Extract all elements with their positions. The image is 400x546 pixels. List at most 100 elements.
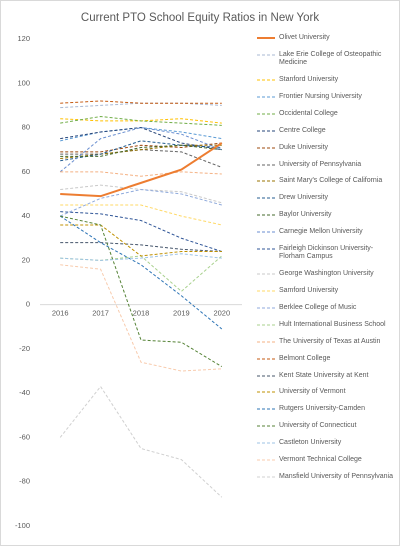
legend-swatch bbox=[257, 79, 275, 81]
legend-label: Baylor University bbox=[279, 211, 332, 219]
legend-entry: Berklee College of Music bbox=[256, 304, 396, 312]
series-line bbox=[60, 211, 222, 252]
legend-entry: The University of Texas at Austin bbox=[256, 338, 396, 346]
series-line bbox=[60, 253, 222, 261]
legend-label: Duke University bbox=[279, 143, 329, 151]
legend-entry: Mansfield University of Pennsylvania bbox=[256, 473, 396, 481]
legend-swatch bbox=[257, 147, 275, 149]
legend-swatch bbox=[257, 180, 275, 182]
legend-label: Berklee College of Music bbox=[279, 303, 357, 311]
legend-label: Fairleigh Dickinson University-Florham C… bbox=[279, 244, 374, 261]
legend-swatch bbox=[257, 341, 275, 343]
legend-entry: Saint Mary's College of California bbox=[256, 177, 396, 185]
legend-label: Carnegie Mellon University bbox=[279, 228, 363, 236]
legend-swatch bbox=[257, 442, 275, 444]
legend-entry: Carnegie Mellon University bbox=[256, 228, 396, 236]
legend-swatch bbox=[257, 290, 275, 292]
legend-label: George Washington University bbox=[279, 270, 374, 278]
legend-label: Drew University bbox=[279, 194, 329, 202]
legend-label: Hult International Business School bbox=[279, 320, 386, 328]
legend-entry: Vermont Technical College bbox=[256, 456, 396, 464]
legend-swatch bbox=[257, 425, 275, 427]
legend-swatch bbox=[257, 476, 275, 478]
legend-swatch bbox=[257, 96, 275, 98]
legend-entry: Fairleigh Dickinson University-Florham C… bbox=[256, 245, 396, 262]
legend-swatch bbox=[257, 130, 275, 132]
series-line bbox=[59, 189, 222, 217]
y-tick-label: 60 bbox=[22, 167, 30, 176]
legend-label: Lake Erie College of Osteopathic Medicin… bbox=[279, 50, 382, 67]
legend-label: University of Pennsylvania bbox=[279, 160, 362, 168]
legend-entry: Duke University bbox=[256, 144, 396, 152]
legend: Olivet University Lake Erie College of Os… bbox=[256, 34, 396, 490]
x-tick-label: 2018 bbox=[133, 309, 150, 318]
legend-label: Occidental College bbox=[279, 109, 338, 117]
legend-entry: Drew University bbox=[256, 194, 396, 202]
series-line bbox=[60, 224, 222, 257]
series-line bbox=[60, 171, 222, 177]
legend-swatch bbox=[257, 113, 275, 115]
legend-swatch bbox=[257, 231, 275, 233]
legend-swatch bbox=[257, 214, 275, 216]
x-tick-label: 2019 bbox=[173, 309, 190, 318]
legend-label: Castleton University bbox=[279, 439, 342, 447]
x-tick-label: 2016 bbox=[52, 309, 69, 318]
legend-entry: George Washington University bbox=[256, 270, 396, 278]
x-tick-label: 2017 bbox=[92, 309, 109, 318]
legend-swatch bbox=[257, 324, 275, 326]
legend-entry: University of Connecticut bbox=[256, 422, 396, 430]
legend-swatch bbox=[257, 358, 275, 360]
legend-label: The University of Texas at Austin bbox=[279, 337, 381, 345]
series-line bbox=[60, 264, 222, 372]
legend-swatch bbox=[257, 375, 275, 377]
y-tick-label: -20 bbox=[19, 344, 30, 353]
y-tick-label: 120 bbox=[17, 34, 30, 43]
legend-entry: Rutgers University-Camden bbox=[256, 405, 396, 413]
legend-label: University of Vermont bbox=[279, 388, 346, 396]
legend-entry: Castleton University bbox=[256, 439, 396, 447]
series-line bbox=[60, 144, 222, 160]
legend-entry: University of Pennsylvania bbox=[256, 161, 396, 169]
legend-swatch bbox=[257, 408, 275, 410]
legend-entry: Baylor University bbox=[256, 211, 396, 219]
legend-entry: Belmont College bbox=[256, 355, 396, 363]
legend-label: University of Connecticut bbox=[279, 422, 357, 430]
legend-swatch bbox=[257, 273, 275, 275]
legend-label: Centre College bbox=[279, 126, 326, 134]
series-line bbox=[60, 204, 222, 226]
series-line bbox=[60, 115, 222, 126]
series-line bbox=[60, 127, 222, 151]
legend-swatch bbox=[257, 391, 275, 393]
y-tick-label: 40 bbox=[22, 211, 30, 220]
legend-entry: Occidental College bbox=[256, 110, 396, 118]
legend-label: Olivet University bbox=[279, 34, 330, 41]
legend-label: Stanford University bbox=[279, 76, 339, 84]
series-line bbox=[60, 215, 223, 368]
legend-swatch bbox=[257, 164, 275, 166]
legend-swatch bbox=[257, 459, 275, 461]
legend-entry: Frontier Nursing University bbox=[256, 93, 396, 101]
legend-label: Vermont Technical College bbox=[279, 455, 362, 463]
legend-swatch bbox=[257, 248, 275, 250]
legend-label: Frontier Nursing University bbox=[279, 92, 362, 100]
legend-entry: Stanford University bbox=[256, 76, 396, 84]
series-line bbox=[60, 242, 222, 253]
legend-swatch bbox=[257, 197, 275, 199]
y-tick-label: -100 bbox=[15, 521, 30, 530]
y-tick-label: 20 bbox=[22, 255, 30, 264]
y-tick-label: 80 bbox=[22, 123, 30, 132]
legend-label: Samford University bbox=[279, 287, 339, 295]
legend-label: Belmont College bbox=[279, 354, 331, 362]
series-line bbox=[60, 142, 223, 198]
legend-entry: University of Vermont bbox=[256, 388, 396, 396]
legend-entry: Samford University bbox=[256, 287, 396, 295]
legend-label: Mansfield University of Pennsylvania bbox=[279, 472, 393, 480]
series-line bbox=[60, 100, 222, 104]
y-tick-label: 100 bbox=[17, 78, 30, 87]
y-tick-label: -60 bbox=[19, 432, 30, 441]
legend-entry: Centre College bbox=[256, 127, 396, 135]
y-tick-label: 0 bbox=[26, 300, 30, 309]
legend-swatch bbox=[257, 54, 275, 56]
